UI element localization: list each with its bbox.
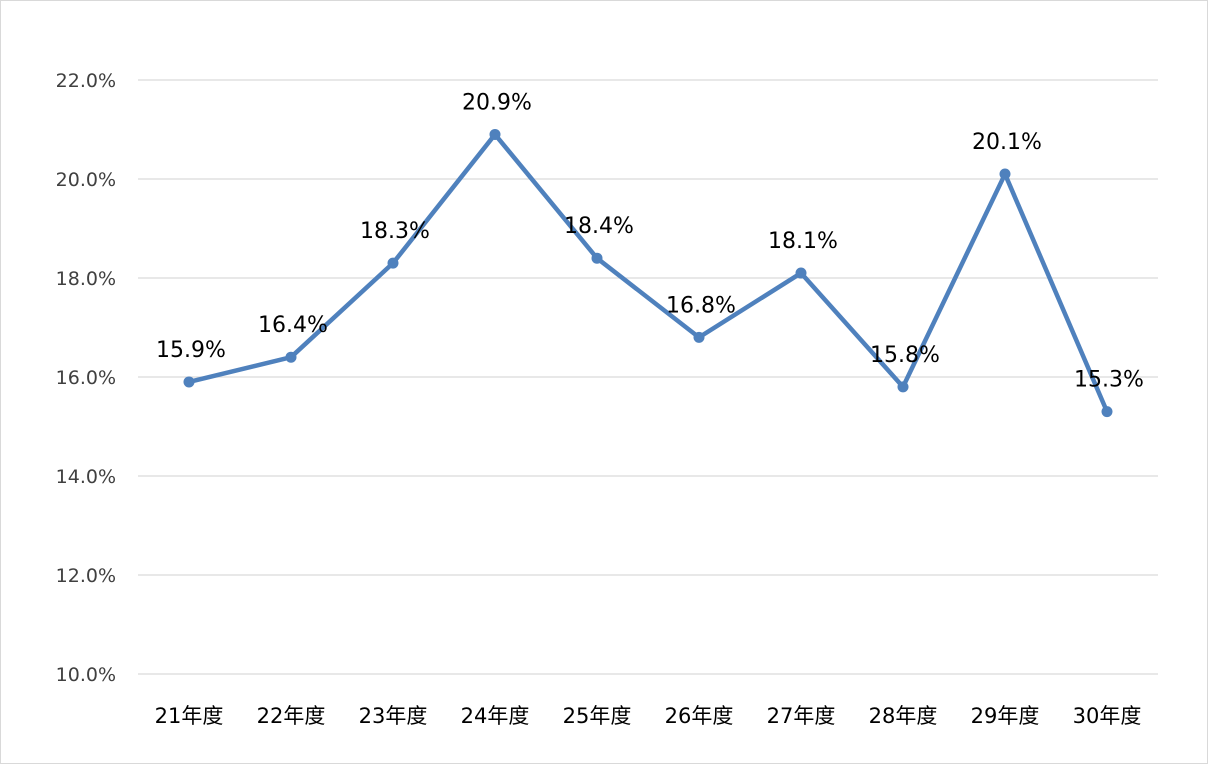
y-tick-label: 18.0% bbox=[56, 268, 116, 290]
data-label: 18.4% bbox=[564, 214, 634, 239]
data-label: 20.1% bbox=[972, 130, 1042, 155]
data-label: 15.3% bbox=[1074, 368, 1144, 393]
data-point bbox=[183, 376, 195, 388]
data-point bbox=[999, 168, 1011, 180]
x-axis: 21年度 22年度 23年度 24年度 25年度 26年度 27年度 28年度 29年度 30年度 bbox=[155, 704, 1142, 728]
x-tick-label: 21年度 bbox=[155, 704, 224, 728]
data-label: 20.9% bbox=[462, 90, 532, 115]
data-label: 18.1% bbox=[768, 229, 838, 254]
data-point bbox=[1101, 406, 1113, 418]
y-tick-label: 22.0% bbox=[56, 70, 116, 92]
data-label: 18.3% bbox=[360, 219, 430, 244]
x-tick-label: 23年度 bbox=[359, 704, 428, 728]
data-point bbox=[387, 257, 399, 269]
x-tick-label: 26年度 bbox=[665, 704, 734, 728]
data-point bbox=[693, 331, 705, 343]
data-label: 16.4% bbox=[258, 313, 328, 338]
data-point bbox=[489, 128, 501, 140]
data-labels: 15.9% 16.4% 18.3% 20.9% 18.4% 16.8% 18.1% 15.8%… bbox=[156, 90, 1144, 392]
y-tick-label: 12.0% bbox=[56, 565, 116, 587]
x-tick-label: 25年度 bbox=[563, 704, 632, 728]
x-tick-label: 27年度 bbox=[767, 704, 836, 728]
series bbox=[183, 128, 1113, 418]
data-point bbox=[591, 252, 603, 264]
gridlines bbox=[138, 79, 1158, 675]
data-label: 15.8% bbox=[870, 343, 940, 368]
x-tick-label: 22年度 bbox=[257, 704, 326, 728]
y-tick-label: 20.0% bbox=[56, 169, 116, 191]
data-point bbox=[285, 351, 297, 363]
data-label: 15.9% bbox=[156, 338, 226, 363]
y-axis: 10.0% 12.0% 14.0% 16.0% 18.0% 20.0% 22.0% bbox=[56, 70, 116, 686]
x-tick-label: 29年度 bbox=[971, 704, 1040, 728]
data-label: 16.8% bbox=[666, 293, 736, 318]
y-tick-label: 14.0% bbox=[56, 466, 116, 488]
y-tick-label: 16.0% bbox=[56, 367, 116, 389]
x-tick-label: 24年度 bbox=[461, 704, 530, 728]
series-line bbox=[186, 132, 1110, 414]
x-tick-label: 30年度 bbox=[1073, 704, 1142, 728]
y-tick-label: 10.0% bbox=[56, 664, 116, 686]
data-point bbox=[897, 381, 909, 393]
data-point bbox=[795, 267, 807, 279]
x-tick-label: 28年度 bbox=[869, 704, 938, 728]
